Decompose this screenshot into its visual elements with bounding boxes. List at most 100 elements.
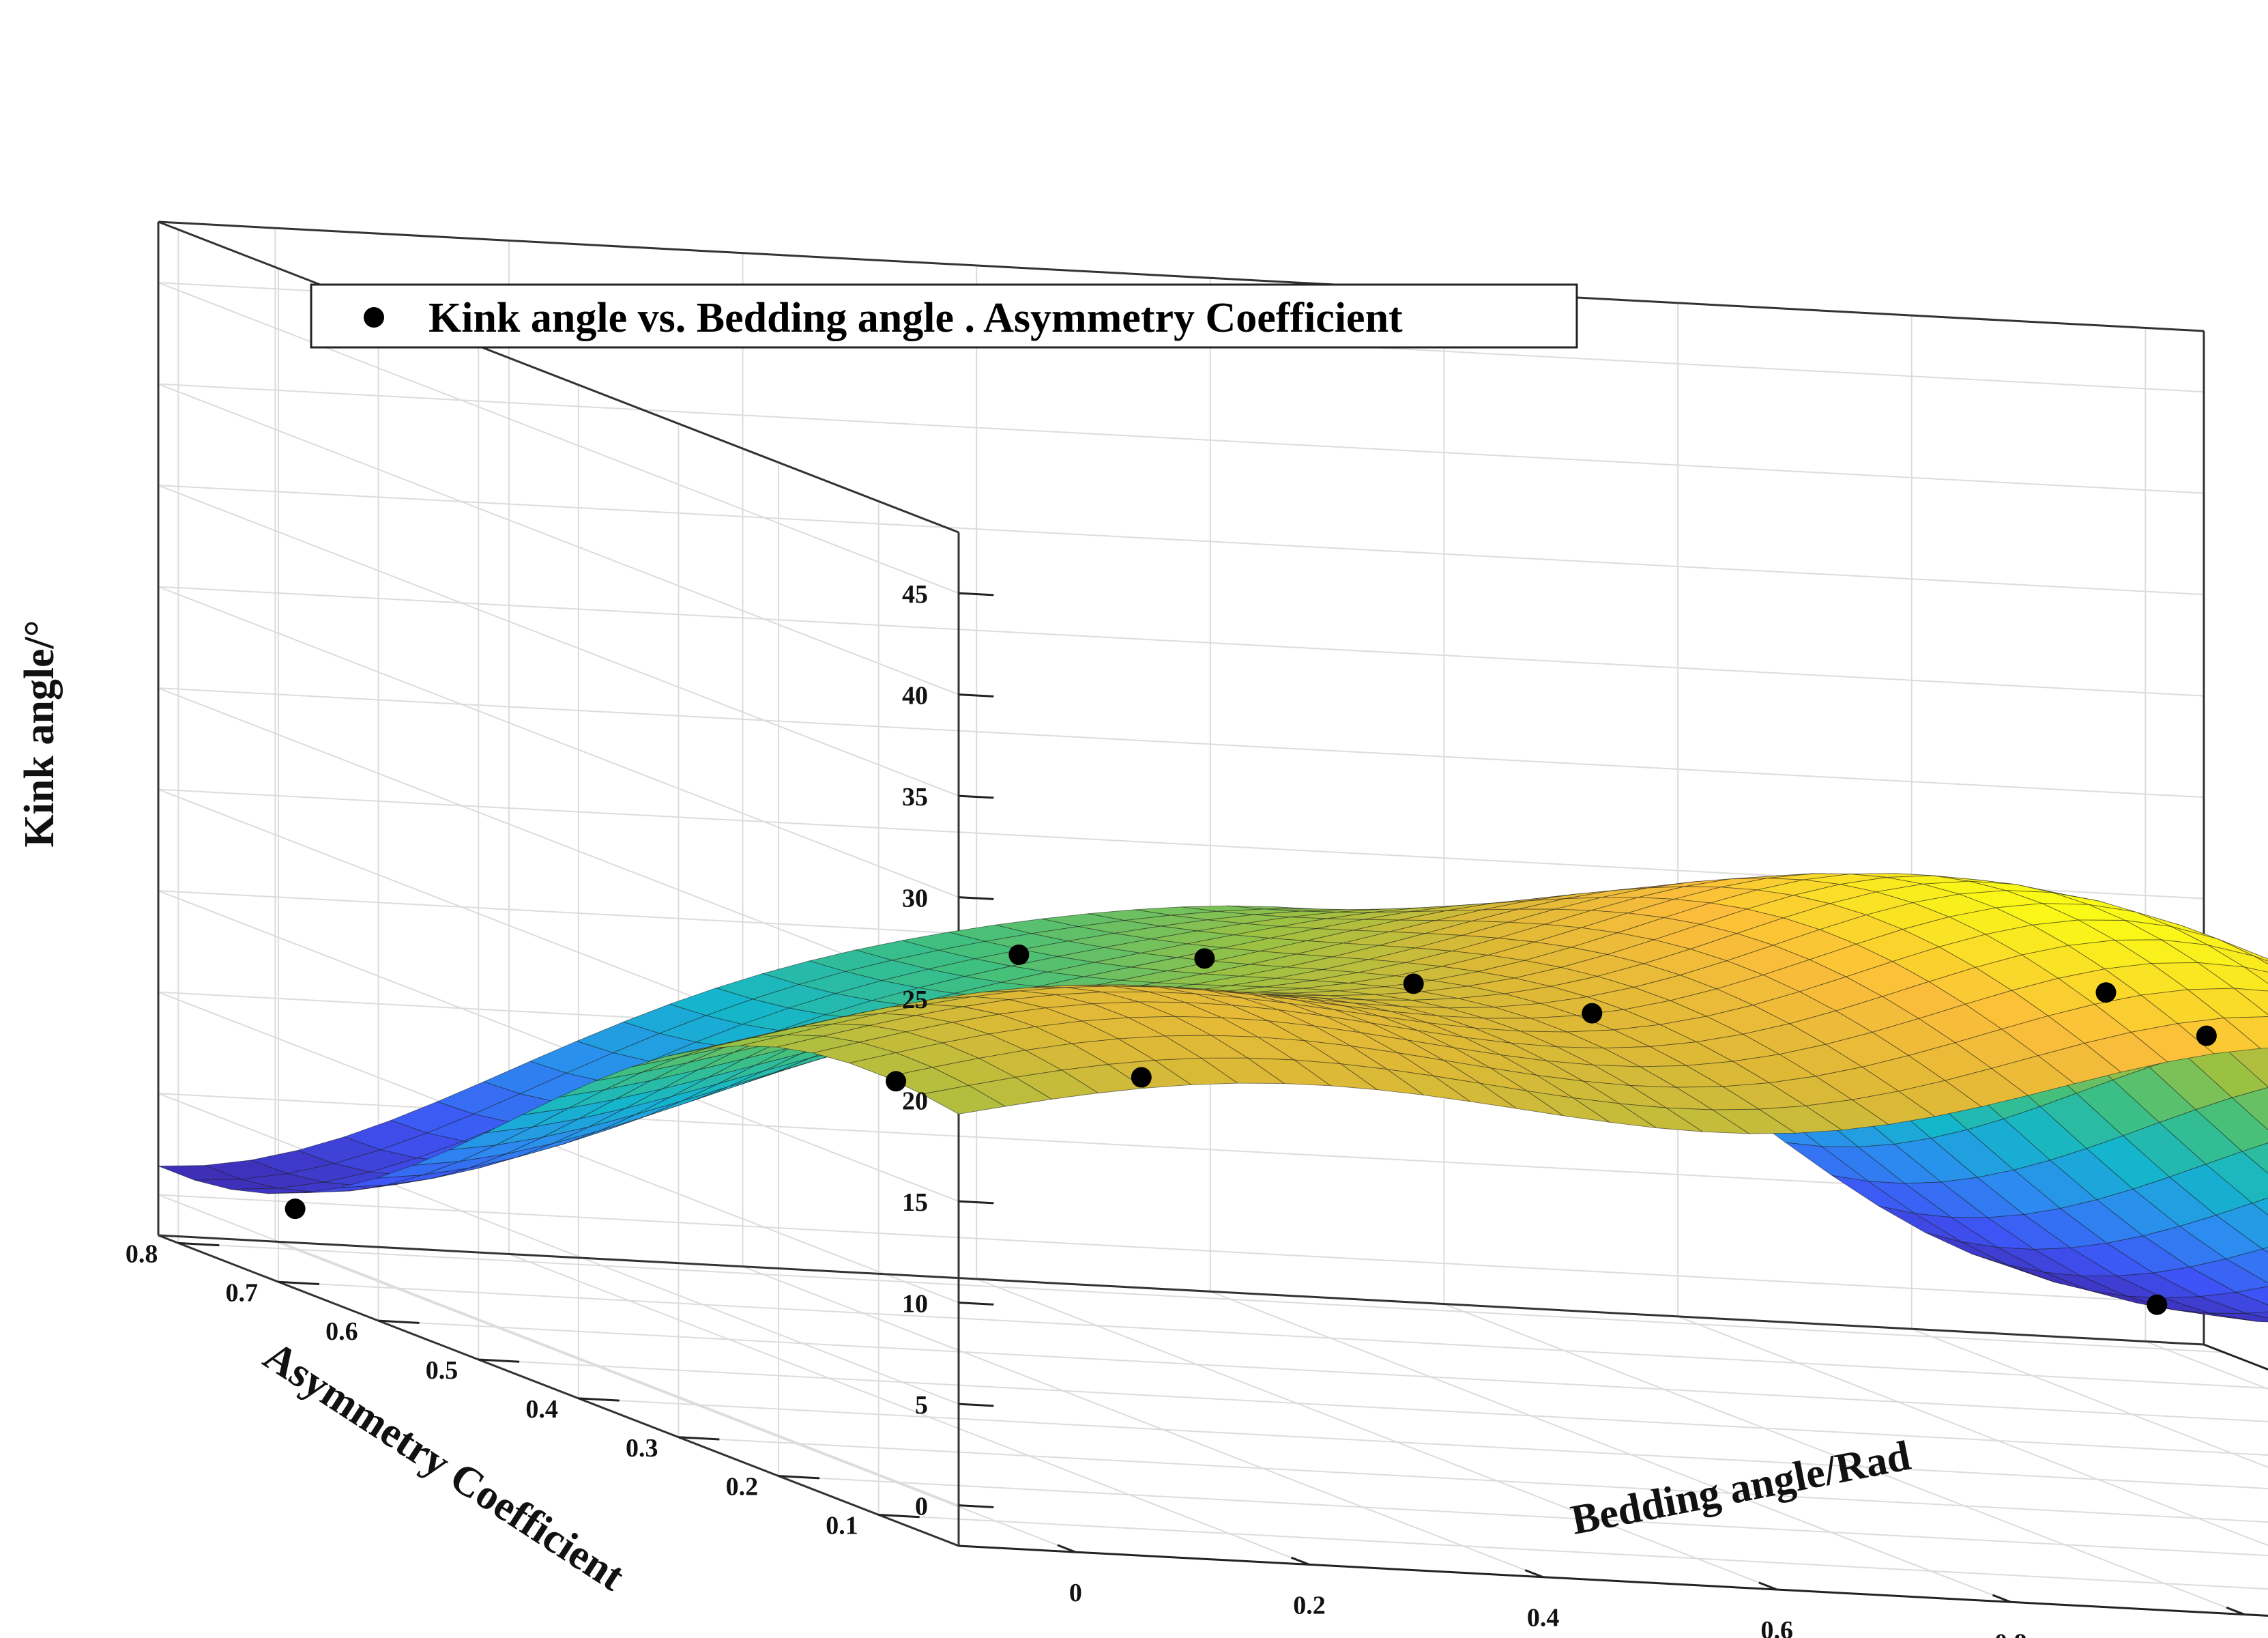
surface-patch	[2261, 1246, 2268, 1253]
z-tick-mark	[958, 592, 994, 597]
left-wall-grid-line	[158, 485, 959, 797]
floor-grid-line	[1677, 1315, 2268, 1547]
y-tick-label: 0.3	[626, 1434, 658, 1463]
y-tick-label: 0.5	[426, 1356, 459, 1385]
data-point	[2196, 1025, 2217, 1046]
x-tick-mark	[1758, 1581, 1777, 1591]
floor-grid-line	[508, 1253, 1310, 1566]
floor-grid-line	[578, 1397, 2268, 1490]
y-tick-mark	[578, 1397, 620, 1402]
y-tick-mark	[178, 1241, 220, 1247]
floor-grid-line	[878, 1514, 2268, 1590]
z-tick-label: 15	[902, 1188, 928, 1217]
z-tick-mark	[958, 1302, 994, 1306]
floor-grid-line	[178, 1242, 2224, 1353]
floor-grid-line	[2145, 1340, 2268, 1390]
floor-grid-line	[278, 1281, 2268, 1389]
x-tick-mark	[2226, 1606, 2245, 1615]
data-point	[285, 1198, 306, 1220]
y-tick-mark	[778, 1475, 820, 1480]
data-points	[285, 944, 2217, 1315]
z-tick-label: 45	[902, 580, 928, 609]
axis-box-edge	[158, 220, 959, 534]
x-tick-mark	[1291, 1556, 1310, 1566]
floor-grid-line	[779, 1475, 2268, 1557]
z-tick-mark	[958, 896, 994, 900]
data-point	[2147, 1294, 2168, 1315]
y-tick-mark	[278, 1280, 319, 1285]
x-axis-line	[958, 1544, 2268, 1617]
left-wall-grid-line	[158, 991, 959, 1304]
data-point	[886, 1071, 907, 1092]
tick-labels: 00.20.40.60.811.21.41.60.10.20.30.40.50.…	[126, 580, 2027, 1638]
z-tick-label: 40	[902, 682, 928, 710]
x-tick-label: 0	[1069, 1579, 1082, 1607]
back-wall-grid-line	[158, 1194, 2205, 1305]
floor-grid-line	[678, 1436, 2268, 1523]
axis-box-edge	[158, 1234, 2205, 1346]
surface-patch	[921, 1084, 1006, 1115]
floor-grid-line	[976, 1278, 1777, 1590]
z-tick-label: 10	[902, 1290, 928, 1319]
floor-grid-line	[1911, 1328, 2268, 1468]
z-tick-label: 25	[902, 986, 928, 1014]
z-tick-label: 5	[915, 1391, 928, 1420]
z-tick-mark	[958, 1200, 994, 1205]
data-point	[1403, 973, 1424, 994]
x-tick-mark	[1524, 1569, 1544, 1579]
legend-box	[310, 283, 1578, 349]
data-point	[1008, 944, 1030, 965]
left-wall-grid-line	[158, 383, 959, 695]
data-point	[1582, 1003, 1603, 1024]
back-wall-grid-line	[158, 485, 2205, 596]
y-tick-label: 0.1	[826, 1512, 858, 1540]
x-tick-label: 0.8	[1994, 1628, 2027, 1638]
z-tick-label: 20	[902, 1087, 928, 1116]
y-axis-line	[2203, 1343, 2268, 1371]
floor-grid-line	[274, 1241, 1076, 1553]
z-tick-mark	[958, 693, 994, 698]
y-tick-label: 0.8	[126, 1239, 158, 1268]
y-tick-label: 0.7	[225, 1278, 258, 1307]
floor-grid-line	[1444, 1303, 2245, 1615]
x-tick-label: 0.6	[1760, 1616, 1793, 1638]
x-tick-mark	[1992, 1594, 2011, 1603]
left-wall-grid-line	[158, 586, 959, 898]
x-tick-label: 0.2	[1293, 1591, 1326, 1620]
left-wall-grid-line	[158, 687, 959, 1000]
back-wall-grid-line	[158, 383, 2205, 494]
x-tick-label: 0.4	[1527, 1604, 1560, 1633]
y-tick-mark	[878, 1514, 920, 1519]
z-tick-mark	[958, 1504, 994, 1508]
y-tick-label: 0.6	[325, 1317, 358, 1346]
floor-grid-line	[378, 1320, 2268, 1422]
y-tick-label: 0.2	[726, 1473, 759, 1502]
left-wall-grid-line	[158, 890, 959, 1203]
left-wall-grid-line	[158, 1093, 959, 1405]
left-wall-grid-line	[158, 1194, 959, 1506]
data-point	[1194, 948, 1215, 969]
y-tick-mark	[478, 1358, 520, 1363]
back-wall-grid-line	[158, 687, 2205, 799]
z-tick-mark	[958, 794, 994, 799]
floor-grid-line	[478, 1359, 2268, 1456]
z-axis-label: Kink angle/°	[16, 620, 63, 847]
back-wall-grid-line	[158, 586, 2205, 697]
axis-box-edge	[158, 1234, 959, 1547]
z-tick-label: 30	[902, 885, 928, 913]
y-tick-mark	[378, 1319, 420, 1324]
z-tick-label: 35	[902, 783, 928, 811]
y-tick-mark	[678, 1436, 720, 1441]
floor-grid-line	[1210, 1291, 2011, 1603]
legend-marker	[364, 307, 384, 328]
z-tick-label: 0	[915, 1493, 928, 1521]
y-tick-label: 0.4	[525, 1395, 558, 1424]
x-tick-mark	[1057, 1544, 1076, 1553]
left-wall-grid-line	[158, 282, 959, 594]
axis-box-edge	[158, 220, 2205, 332]
data-point	[2095, 982, 2117, 1003]
z-tick-mark	[958, 1403, 994, 1407]
fitted-surface	[158, 873, 2268, 1323]
legend: Kink angle vs. Bedding angle . Asymmetry…	[310, 283, 1578, 349]
